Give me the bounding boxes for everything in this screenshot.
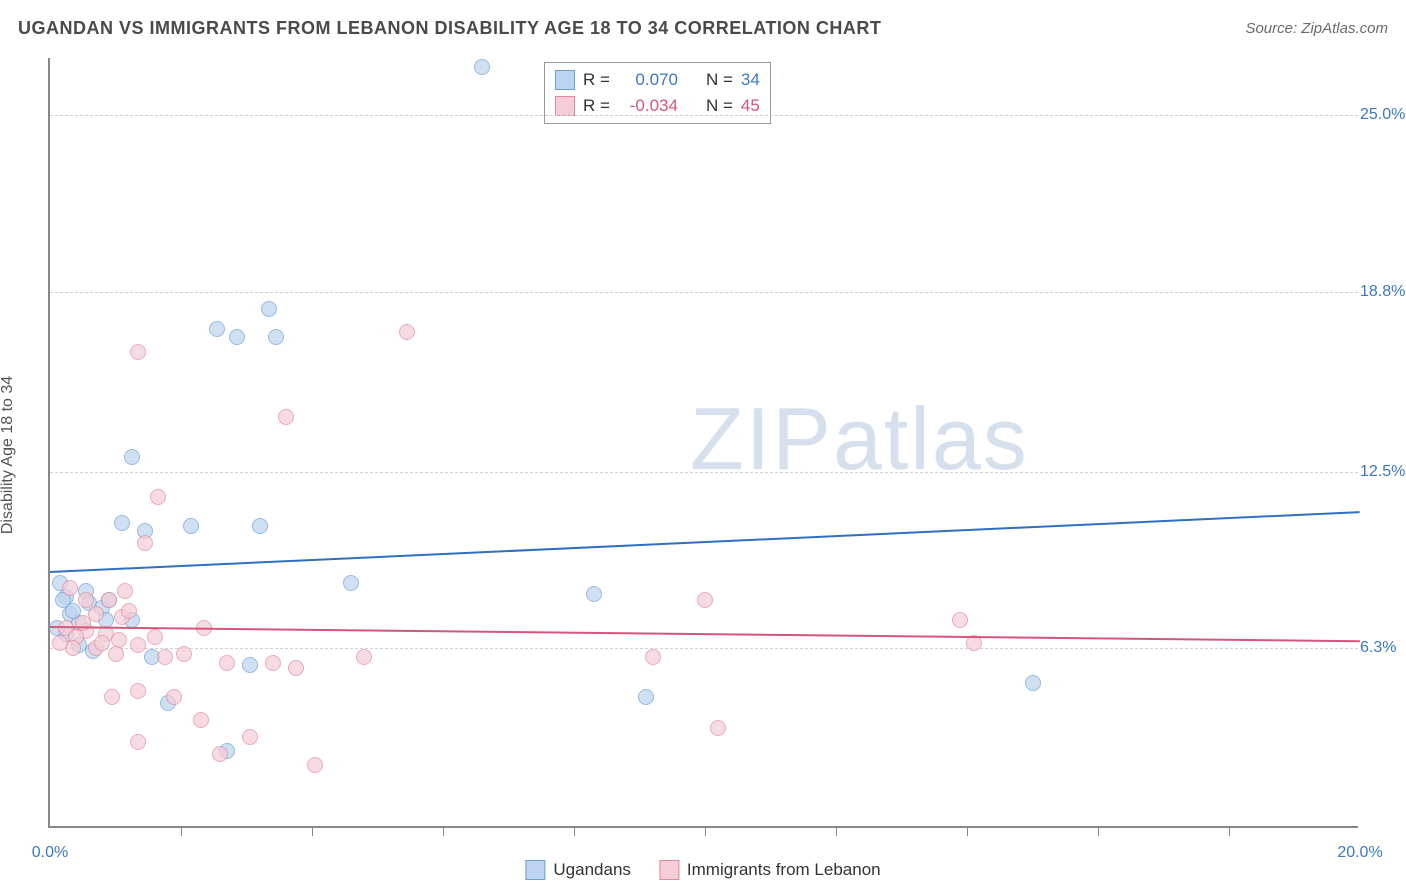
n-label: N =	[706, 67, 733, 93]
plot-area: ZIPatlas R =0.070N =34R =-0.034N =45 25.…	[48, 58, 1358, 828]
data-point	[697, 592, 713, 608]
trend-line	[50, 511, 1360, 573]
x-tick	[312, 826, 313, 836]
data-point	[265, 655, 281, 671]
gridline	[50, 472, 1358, 473]
data-point	[104, 689, 120, 705]
legend-item: Ugandans	[525, 860, 631, 880]
data-point	[645, 649, 661, 665]
data-point	[176, 646, 192, 662]
x-tick-label: 0.0%	[32, 844, 68, 862]
x-tick	[181, 826, 182, 836]
data-point	[229, 329, 245, 345]
data-point	[62, 580, 78, 596]
watermark-bold: ZIP	[690, 389, 833, 488]
data-point	[268, 329, 284, 345]
data-point	[261, 301, 277, 317]
data-point	[101, 592, 117, 608]
data-point	[474, 59, 490, 75]
x-tick	[1229, 826, 1230, 836]
data-point	[1025, 675, 1041, 691]
y-tick-label: 6.3%	[1360, 639, 1406, 657]
x-tick	[705, 826, 706, 836]
data-point	[356, 649, 372, 665]
data-point	[242, 657, 258, 673]
r-label: R =	[583, 67, 610, 93]
chart-title: UGANDAN VS IMMIGRANTS FROM LEBANON DISAB…	[18, 18, 881, 39]
data-point	[183, 518, 199, 534]
data-point	[130, 344, 146, 360]
watermark: ZIPatlas	[690, 388, 1029, 490]
data-point	[193, 712, 209, 728]
legend-label: Immigrants from Lebanon	[687, 860, 881, 880]
data-point	[952, 612, 968, 628]
data-point	[399, 324, 415, 340]
data-point	[130, 637, 146, 653]
data-point	[117, 583, 133, 599]
legend-swatch	[525, 860, 545, 880]
data-point	[137, 535, 153, 551]
stats-legend-row: R = 0.070 N = 34	[555, 67, 760, 93]
trend-line	[50, 626, 1360, 642]
legend-swatch	[555, 70, 575, 90]
data-point	[343, 575, 359, 591]
data-point	[94, 635, 110, 651]
n-value: 34	[741, 67, 760, 93]
data-point	[78, 592, 94, 608]
watermark-thin: atlas	[833, 389, 1029, 488]
data-point	[108, 646, 124, 662]
data-point	[212, 746, 228, 762]
legend-item: Immigrants from Lebanon	[659, 860, 881, 880]
data-point	[209, 321, 225, 337]
gridline	[50, 648, 1358, 649]
x-tick	[1098, 826, 1099, 836]
data-point	[288, 660, 304, 676]
y-tick-label: 25.0%	[1360, 106, 1406, 124]
data-point	[147, 629, 163, 645]
legend-swatch	[659, 860, 679, 880]
gridline	[50, 292, 1358, 293]
data-point	[150, 489, 166, 505]
data-point	[130, 734, 146, 750]
x-tick	[836, 826, 837, 836]
data-point	[307, 757, 323, 773]
r-value: 0.070	[618, 67, 678, 93]
data-point	[114, 515, 130, 531]
data-point	[130, 683, 146, 699]
gridline	[50, 115, 1358, 116]
data-point	[219, 655, 235, 671]
data-point	[121, 603, 137, 619]
data-point	[124, 449, 140, 465]
x-tick	[967, 826, 968, 836]
data-point	[157, 649, 173, 665]
bottom-legend: Ugandans Immigrants from Lebanon	[525, 860, 880, 880]
x-tick-label: 20.0%	[1337, 844, 1382, 862]
chart-header: UGANDAN VS IMMIGRANTS FROM LEBANON DISAB…	[18, 18, 1388, 39]
data-point	[638, 689, 654, 705]
data-point	[586, 586, 602, 602]
x-tick	[574, 826, 575, 836]
legend-label: Ugandans	[553, 860, 631, 880]
x-tick	[443, 826, 444, 836]
legend-swatch	[555, 96, 575, 116]
y-tick-label: 12.5%	[1360, 463, 1406, 481]
chart-source: Source: ZipAtlas.com	[1245, 20, 1388, 37]
y-tick-label: 18.8%	[1360, 283, 1406, 301]
data-point	[278, 409, 294, 425]
data-point	[710, 720, 726, 736]
data-point	[52, 635, 68, 651]
data-point	[166, 689, 182, 705]
data-point	[242, 729, 258, 745]
y-axis-label: Disability Age 18 to 34	[0, 376, 17, 534]
data-point	[252, 518, 268, 534]
